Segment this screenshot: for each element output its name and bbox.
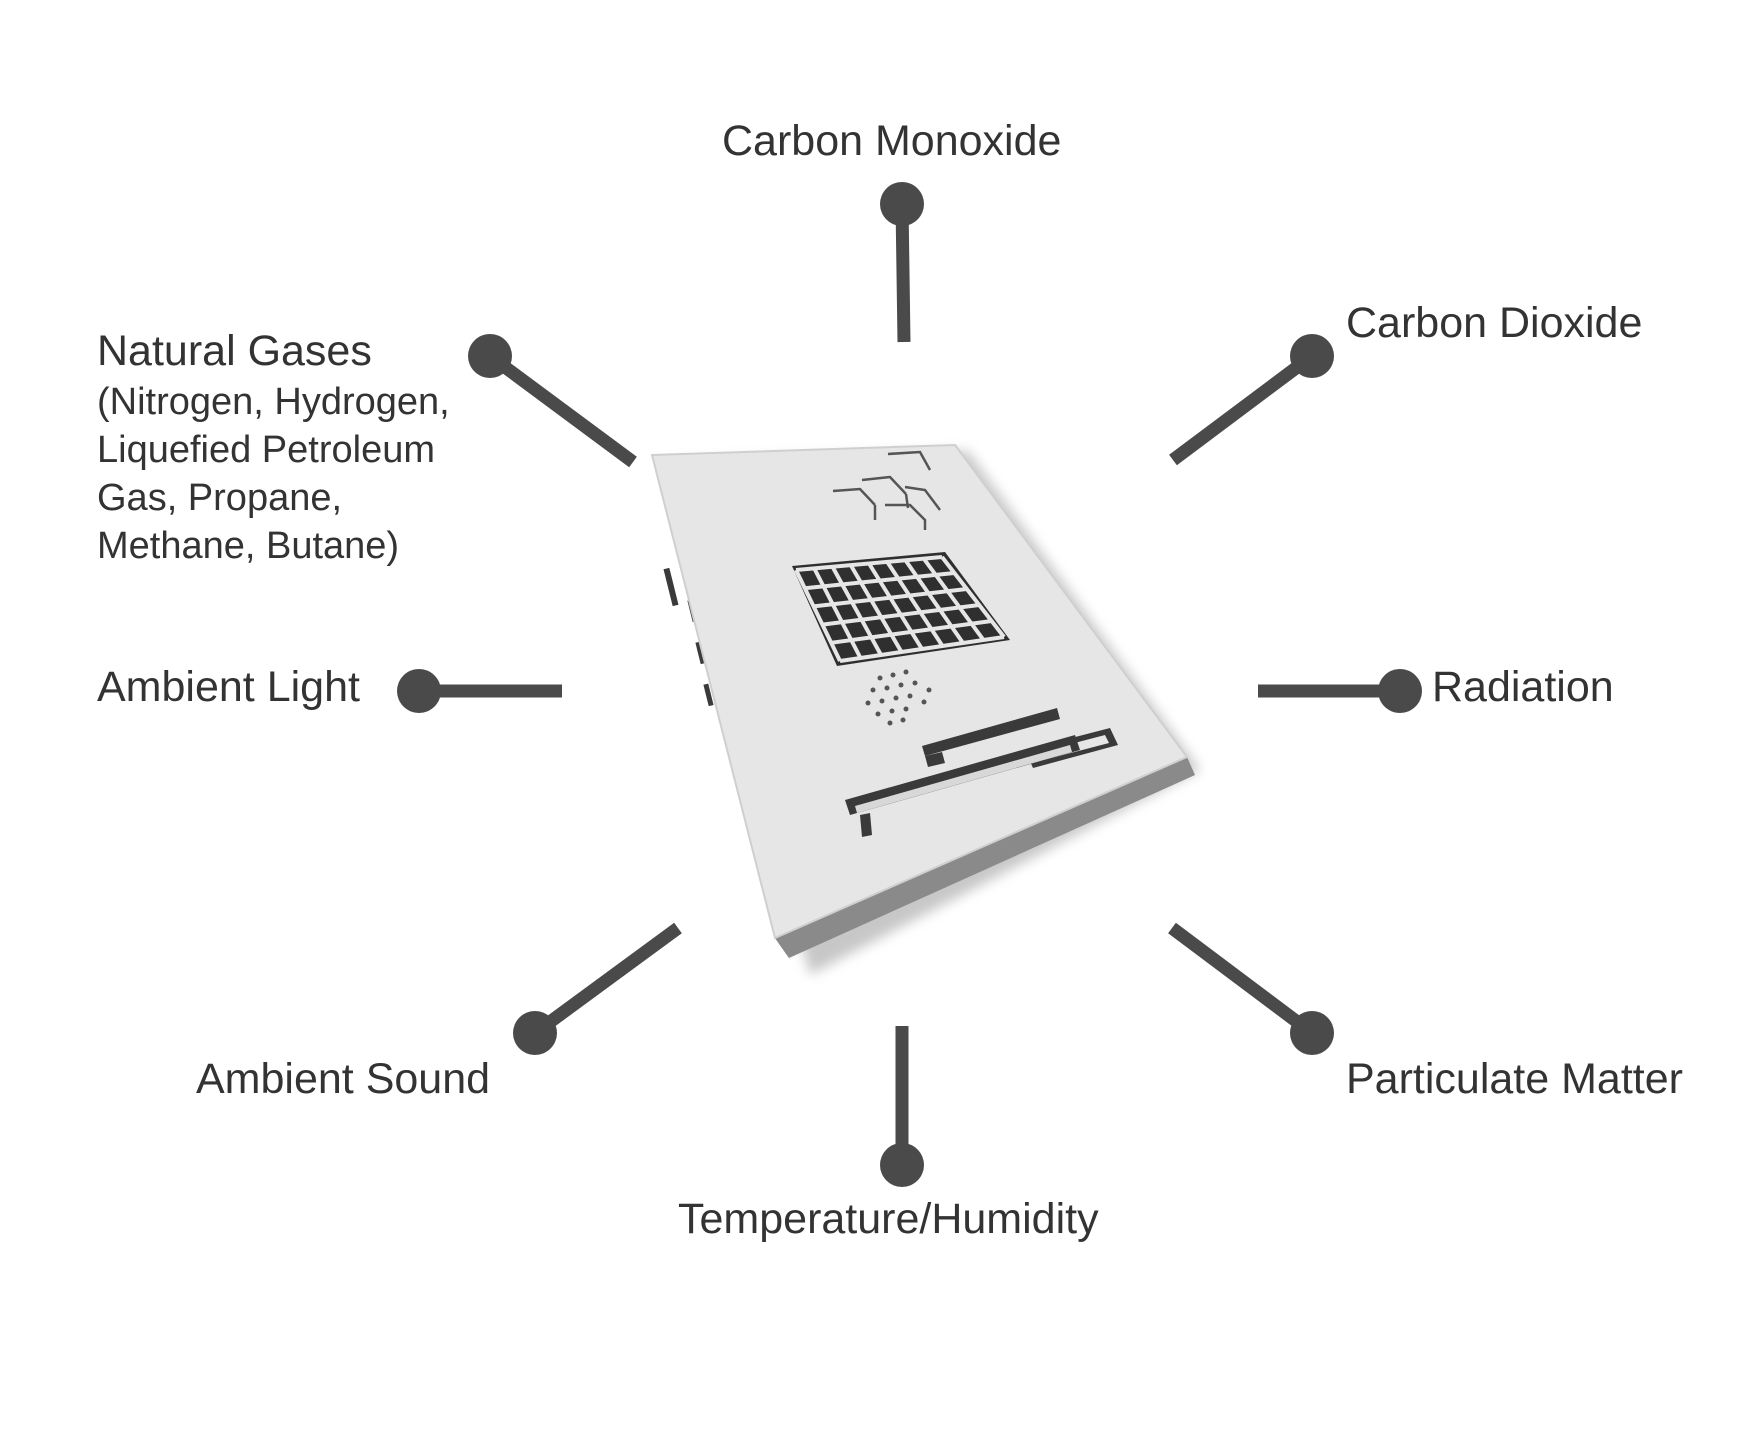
grille-line — [940, 555, 1006, 639]
device-logo-lines — [832, 450, 941, 530]
device-sensor-grille — [792, 552, 1010, 666]
grille-line — [812, 567, 863, 659]
sensor-box-device — [650, 443, 1195, 958]
grille-line — [795, 555, 943, 572]
label-natural-gases: Natural Gases — [97, 327, 372, 375]
device-connector-slots — [845, 708, 1118, 837]
connector-temperature-humidity — [880, 1026, 924, 1187]
connector-carbon-monoxide — [880, 182, 924, 343]
connector-carbon-dioxide — [1169, 334, 1334, 466]
grille-line — [903, 559, 965, 645]
device-speaker-holes — [865, 669, 932, 726]
label-ambient-sound: Ambient Sound — [196, 1055, 491, 1103]
grille-line — [839, 635, 1005, 663]
grille-line — [849, 564, 904, 654]
label-ambient-light: Ambient Light — [97, 663, 360, 711]
connector-radiation — [1258, 669, 1422, 713]
connector-ambient-sound — [513, 922, 682, 1055]
grille-line — [830, 619, 992, 645]
label-carbon-monoxide: Carbon Monoxide — [722, 117, 1062, 165]
connector-particulate-matter — [1168, 922, 1334, 1055]
grille-line — [867, 562, 924, 651]
label-natural-gases-detail: (Nitrogen, Hydrogen, Liquefied Petroleum… — [97, 381, 450, 567]
grille-line — [804, 571, 955, 591]
grille-line — [885, 560, 945, 648]
connector-ambient-light — [397, 669, 562, 713]
grille-line — [794, 569, 842, 662]
grille-line — [813, 587, 968, 609]
device-top-face — [650, 443, 1189, 940]
grille-line — [830, 565, 883, 656]
connector-natural-gases — [468, 334, 637, 468]
grille-line — [822, 603, 980, 627]
label-temperature-humidity: Temperature/Humidity — [678, 1195, 1099, 1243]
grille-line — [922, 557, 986, 642]
label-radiation: Radiation — [1432, 663, 1614, 711]
device-front-face — [775, 757, 1195, 958]
label-carbon-dioxide: Carbon Dioxide — [1346, 299, 1643, 347]
label-particulate-matter: Particulate Matter — [1346, 1055, 1683, 1103]
